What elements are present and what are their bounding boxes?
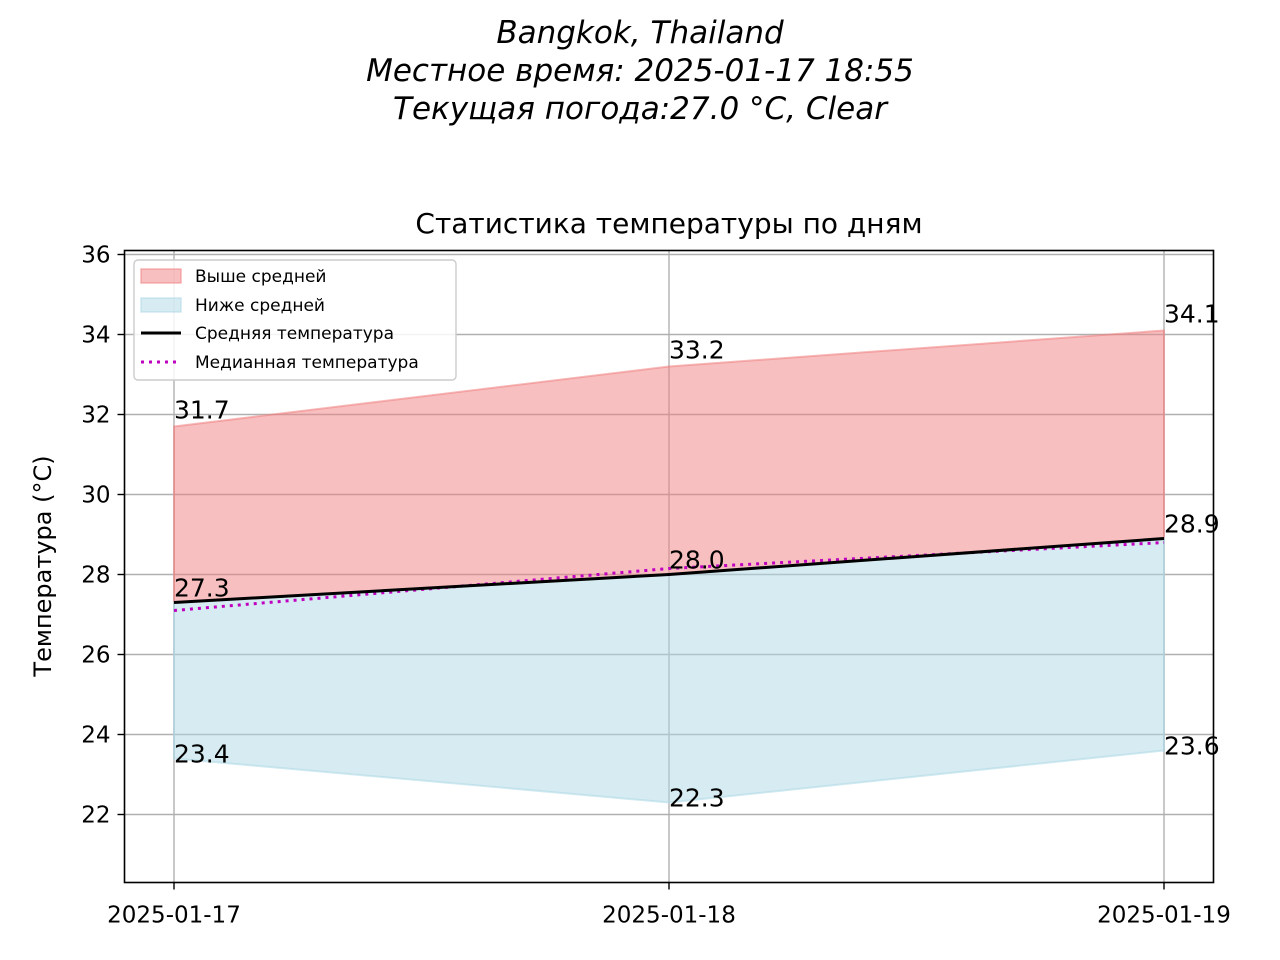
max-temperature-label: 34.1 <box>1164 300 1220 329</box>
y-tick-label: 30 <box>81 483 110 509</box>
legend-entry-below-mean-swatch <box>140 297 182 313</box>
mean-temperature-line <box>173 537 1165 604</box>
legend-box <box>133 259 457 381</box>
y-tick-label: 26 <box>81 643 110 669</box>
legend-entry-above-mean-label: Выше средней <box>195 267 326 287</box>
max-temperature-label: 33.2 <box>669 336 725 365</box>
y-tick-label: 36 <box>81 243 110 269</box>
y-tick-label: 24 <box>81 723 110 749</box>
x-tick-label: 2025-01-18 <box>602 903 736 929</box>
current-weather-title: Текущая погода:27.0 °C, Clear <box>393 91 887 127</box>
local-time-title: Местное время: 2025-01-17 18:55 <box>366 53 914 89</box>
median-temperature-line <box>173 541 1165 612</box>
y-tick-label: 32 <box>81 403 110 429</box>
legend-entry-median-label: Медианная температура <box>195 353 419 373</box>
x-tick-label: 2025-01-19 <box>1097 903 1231 929</box>
min-temperature-label: 23.4 <box>174 740 230 769</box>
fill-areas <box>173 329 1165 804</box>
location-title: Bangkok, Thailand <box>496 15 784 51</box>
y-tick-label: 34 <box>81 323 110 349</box>
max-temperature-label: 31.7 <box>174 396 230 425</box>
series-lines <box>173 537 1165 612</box>
min-temperature-label: 22.3 <box>669 784 725 813</box>
legend: Выше средней Ниже средней Средняя температ… <box>133 259 457 381</box>
legend-entry-above-mean-swatch <box>140 268 182 284</box>
min-temperature-label: 23.6 <box>1164 732 1220 761</box>
axis-ticks: 22 24 26 28 30 32 34 36 2025-01-17 2025-01-18 2025… <box>81 243 1231 929</box>
mean-temperature-label: 28.0 <box>669 546 725 575</box>
legend-entry-mean-label: Средняя температура <box>195 324 394 344</box>
y-axis-label: Температура (°C) <box>29 455 57 677</box>
x-tick-label: 2025-01-17 <box>107 903 241 929</box>
legend-entry-below-mean-label: Ниже средней <box>195 296 325 316</box>
plot-frame <box>123 249 1215 884</box>
value-annotations: 31.7 33.2 34.1 27.3 28.0 28.9 23.4 22.3 23.6 <box>174 300 1220 813</box>
mean-temperature-label: 27.3 <box>174 574 230 603</box>
y-tick-label: 22 <box>81 803 110 829</box>
chart-title: Статистика температуры по дням <box>415 207 922 240</box>
mean-temperature-label: 28.9 <box>1164 510 1220 539</box>
y-tick-label: 28 <box>81 563 110 589</box>
